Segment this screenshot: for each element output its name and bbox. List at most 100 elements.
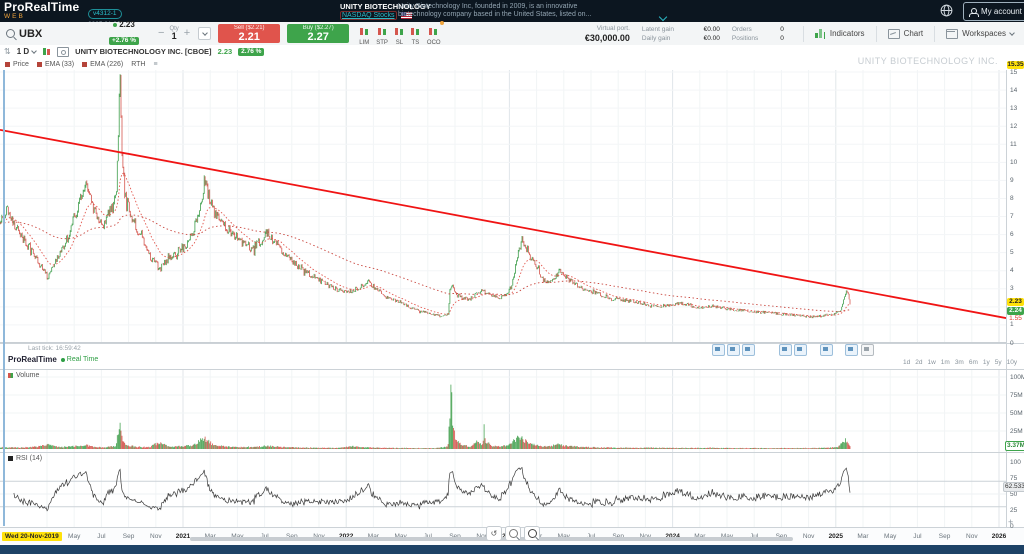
zoom-in-button[interactable] [524,526,540,541]
rsi-tick: 50 [1010,490,1018,498]
rth-toggle[interactable]: RTH [131,60,146,68]
price-tick: 0 [1010,339,1014,347]
qty-minus-button[interactable]: − [158,27,165,39]
time-axis-label: Nov [150,533,162,540]
order-type-sl[interactable]: SL [394,22,404,46]
price-pane-canvas[interactable] [0,70,1006,343]
quick-action-icon-7[interactable] [845,344,858,356]
order-type-group: LIM STP SL TS OCO [359,20,444,46]
price-tick: 11 [1010,140,1017,148]
price-tick: 9 [1010,176,1014,184]
pane-gap-strip [0,343,1006,370]
order-type-ts[interactable]: TS [410,22,420,46]
symbol-search[interactable]: UBX [0,28,98,40]
order-type-stp[interactable]: STP [376,22,388,46]
volume-pane-label[interactable]: Volume [8,372,39,379]
time-axis-label: Nov [966,533,978,540]
collapse-panel-icon[interactable]: ⇅ [4,47,11,56]
chart-title: UNITY BIOTECHNOLOGY INC. [CBOE] [75,47,212,56]
sell-sublabel: Sell ($2.21) [233,25,265,31]
workspaces-button[interactable]: Workspaces [942,28,1018,39]
range-button-2d[interactable]: 2d [915,359,923,366]
legend-item-price[interactable]: Price [5,61,29,68]
indicators-button[interactable]: Indicators [811,29,869,38]
volume-pane-canvas[interactable] [0,370,1006,452]
range-button-6m[interactable]: 6m [968,359,978,366]
legend-item-ema-33-[interactable]: EMA (33) [36,61,74,68]
quick-action-icon-3[interactable] [742,344,755,356]
globe-icon[interactable] [940,4,953,22]
time-axis-label: 2026 [991,533,1007,540]
reset-zoom-button[interactable]: ↺ [486,526,502,541]
qty-value[interactable]: 1 [171,31,177,41]
legend-settings-icon[interactable]: ≡ [153,60,157,68]
symbol-input[interactable]: UBX [19,27,43,40]
price-tick: 10 [1010,158,1018,166]
quick-action-icon-5[interactable] [794,344,807,356]
my-account-button[interactable]: My account [963,2,1024,21]
legend-color-icon [36,61,42,67]
quick-action-icon-4[interactable] [779,344,792,356]
order-type-lim[interactable]: LIM [359,22,369,46]
range-button-1m[interactable]: 1m [940,359,950,366]
range-button-5y[interactable]: 5y [994,359,1002,366]
range-button-1d[interactable]: 1d [903,359,911,366]
chart-title-price: 2.23 [217,47,233,56]
rsi-pane-canvas[interactable] [0,453,1006,527]
market-link[interactable]: NASDAQ Stocks [340,11,397,20]
buy-button[interactable]: Buy ($2.27) 2.27 [287,24,350,43]
quick-action-icon-8[interactable] [861,344,874,356]
time-axis-label: Mar [689,533,711,540]
range-button-1w[interactable]: 1w [927,359,936,366]
range-button-10y[interactable]: 10y [1006,359,1018,366]
brand-label: ProRealTime [8,355,57,364]
screenshot-icon[interactable] [57,46,70,57]
legend-item-ema-226-[interactable]: EMA (226) [82,61,123,68]
time-axis-label: Jul [97,533,106,540]
price-tick: 15 [1010,68,1018,76]
orders-positions-block: Orders 0 Positions 0 [731,25,784,42]
time-axis-label: Sep [281,533,303,540]
timeframe-selector[interactable]: 1 D [17,47,37,56]
instrument-name: UNITY BIOTECHNOLOGY [340,2,431,11]
time-axis-label: Mar [362,533,384,540]
time-axis-label: 2022 [335,533,357,540]
quick-action-icon-6[interactable] [820,344,833,356]
quick-action-icon-1[interactable] [712,344,725,356]
time-axis-label: 2024 [662,533,684,540]
time-axis-label: Sep [770,533,792,540]
order-candle-icon [429,27,438,35]
time-axis-label: May [553,533,575,540]
rsi-value-badge: 62.53307 [1003,482,1024,492]
qty-dropdown-button[interactable] [198,27,212,40]
chart-button[interactable]: Chart [884,28,928,39]
price-tick: 5 [1010,249,1014,257]
time-axis-label: Jul [913,533,922,540]
quantity-stepper: − Qty 1 + [158,26,212,41]
time-axis-label: May [884,533,897,540]
qty-plus-button[interactable]: + [183,27,191,39]
time-axis-label: Sep [607,533,629,540]
quick-action-icon-2[interactable] [727,344,740,356]
chart-icon [887,28,900,39]
order-candle-icon [359,27,369,35]
rsi-pane-label[interactable]: RSI (14) [8,455,42,462]
last-price-badge: 2.23 [1007,298,1024,306]
sell-button[interactable]: Sell ($2.21) 2.21 [218,24,281,43]
quote-block: 2.23 +2.76 % [98,20,150,47]
workspaces-icon [946,28,959,39]
time-axis-label: Nov [471,533,493,540]
order-type-oco[interactable]: OCO [427,20,444,46]
range-button-3m[interactable]: 3m [954,359,964,366]
last-tick-status: Last tick: 16:59:42 [28,345,81,352]
range-button-1y[interactable]: 1y [982,359,990,366]
gains-block: Latent gain €0.00 Daily gain €0.00 [641,25,720,42]
add-pane-button[interactable]: + [1008,517,1014,527]
zoom-out-button[interactable] [505,526,521,541]
price-tick: 4 [1010,267,1014,275]
price-tick: 3 [1010,285,1014,293]
chart-type-icon[interactable] [42,47,51,56]
zoom-range-buttons: 1d 2d 1w 1m 3m 6m 1y 5y 10y [903,359,1017,366]
time-axis-label: Jul [417,533,439,540]
rsi-tick: 100 [1010,458,1021,466]
